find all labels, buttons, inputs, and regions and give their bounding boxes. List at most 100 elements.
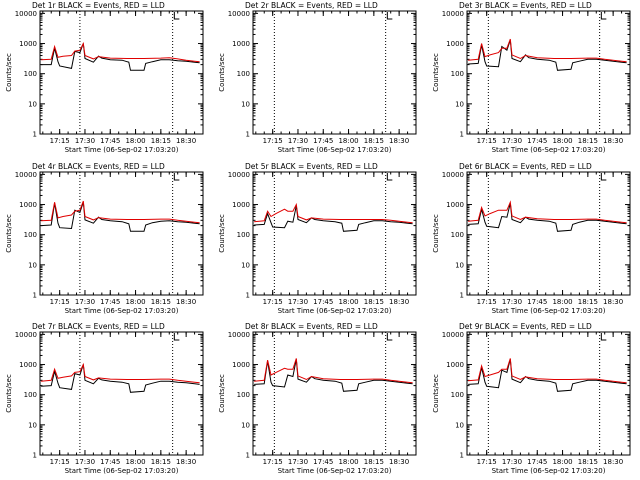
x-tick-label: 17:15 [263,458,283,466]
y-tick-label: 1000 [446,201,464,209]
x-tick-label: 17:45 [100,458,120,466]
y-tick-label: 10 [241,100,250,108]
bracket-marker [173,173,180,181]
y-tick-label: 10000 [228,10,250,18]
x-tick-label: 18:30 [176,458,196,466]
x-tick-label: 18:00 [338,137,358,145]
y-tick-label: 1 [460,292,464,300]
x-tick-label: 17:15 [50,298,70,306]
y-tick-label: 1000 [19,361,37,369]
y-tick-label: 100 [24,70,37,78]
y-axis-label: Counts/sec [432,53,440,92]
x-axis-label: Start Time (06-Sep-02 17:03:20) [65,307,179,315]
x-tick-label: 17:45 [313,298,333,306]
x-tick-label: 17:30 [75,458,95,466]
plot-frame [466,10,631,135]
bracket-marker [600,333,607,341]
x-tick-label: 17:30 [75,298,95,306]
y-tick-label: 1000 [232,201,250,209]
y-axis-label: Counts/sec [5,214,13,253]
bracket-marker [600,173,607,181]
panel-title: Det 1r BLACK = Events, RED = LLD [32,1,165,10]
x-tick-label: 18:15 [151,458,171,466]
x-tick-label: 18:00 [125,298,145,306]
plot-frame [39,331,204,456]
y-tick-label: 1 [33,292,37,300]
x-tick-label: 18:00 [125,458,145,466]
y-tick-label: 100 [237,70,250,78]
x-tick-label: 18:00 [552,298,572,306]
y-tick-label: 1000 [446,361,464,369]
x-axis-label: Start Time (06-Sep-02 17:03:20) [278,146,392,154]
x-tick-label: 17:45 [313,137,333,145]
panel-title: Det 5r BLACK = Events, RED = LLD [245,162,378,171]
x-tick-label: 18:30 [603,458,623,466]
x-tick-label: 18:30 [176,298,196,306]
panel-title: Det 3r BLACK = Events, RED = LLD [459,1,592,10]
y-tick-label: 1 [460,452,464,460]
panel-title: Det 7r BLACK = Events, RED = LLD [32,322,165,331]
x-tick-label: 18:30 [389,298,409,306]
detector-panel: Det 2r BLACK = Events, RED = LLD 1 10 100 10… [218,1,417,154]
x-tick-label: 17:30 [75,137,95,145]
plot-frame [252,331,417,456]
y-tick-label: 1 [246,292,250,300]
detector-panel: Det 9r BLACK = Events, RED = LLD 1 10 100 10… [432,322,631,475]
bracket-marker [600,12,607,20]
x-tick-label: 18:15 [151,298,171,306]
x-tick-label: 17:45 [313,458,333,466]
x-tick-label: 17:15 [477,137,497,145]
x-tick-label: 18:15 [578,298,598,306]
y-tick-label: 10000 [15,10,37,18]
x-tick-label: 17:30 [288,137,308,145]
lld-series-line [468,200,627,224]
x-tick-label: 17:15 [50,137,70,145]
x-tick-label: 18:30 [389,137,409,145]
y-tick-label: 1 [33,131,37,139]
y-tick-label: 1000 [446,40,464,48]
plot-frame [466,331,631,456]
detector-panel: Det 6r BLACK = Events, RED = LLD 1 10 100 10… [432,162,631,315]
panel-title: Det 2r BLACK = Events, RED = LLD [245,1,378,10]
x-axis-label: Start Time (06-Sep-02 17:03:20) [492,307,606,315]
x-tick-label: 18:15 [578,137,598,145]
lld-series-line [41,200,200,224]
detector-panel: Det 5r BLACK = Events, RED = LLD 1 10 100 10… [218,162,417,315]
x-tick-label: 17:30 [288,458,308,466]
y-tick-label: 10000 [15,171,37,179]
x-axis-label: Start Time (06-Sep-02 17:03:20) [278,467,392,475]
y-axis-label: Counts/sec [5,53,13,92]
y-tick-label: 10000 [442,331,464,339]
y-tick-label: 10000 [15,331,37,339]
y-tick-label: 1 [460,131,464,139]
x-tick-label: 17:15 [477,298,497,306]
y-tick-label: 100 [451,231,464,239]
events-series-line [254,205,413,232]
plot-frame [252,10,417,135]
y-tick-label: 1000 [232,40,250,48]
x-tick-label: 17:30 [502,458,522,466]
y-tick-label: 10 [455,100,464,108]
events-series-line [468,203,627,232]
y-tick-label: 10 [28,100,37,108]
x-axis-label: Start Time (06-Sep-02 17:03:20) [492,467,606,475]
bracket-marker [173,333,180,341]
x-tick-label: 18:00 [552,458,572,466]
bracket-marker [386,173,393,181]
detector-panel: Det 3r BLACK = Events, RED = LLD 1 10 100 10… [432,1,631,154]
panel-title: Det 4r BLACK = Events, RED = LLD [32,162,165,171]
detector-panel: Det 8r BLACK = Events, RED = LLD 1 10 100 10… [218,322,417,475]
panel-title: Det 9r BLACK = Events, RED = LLD [459,322,592,331]
x-tick-label: 18:00 [552,137,572,145]
x-tick-label: 18:30 [603,298,623,306]
bracket-marker [386,333,393,341]
x-tick-label: 17:30 [502,137,522,145]
y-tick-label: 1000 [19,40,37,48]
x-tick-label: 18:30 [603,137,623,145]
x-axis-label: Start Time (06-Sep-02 17:03:20) [65,146,179,154]
plot-frame [252,171,417,296]
y-tick-label: 1 [246,131,250,139]
detector-panel: Det 7r BLACK = Events, RED = LLD 1 10 100 10… [5,322,204,475]
panel-title: Det 8r BLACK = Events, RED = LLD [245,322,378,331]
x-tick-label: 18:00 [125,137,145,145]
